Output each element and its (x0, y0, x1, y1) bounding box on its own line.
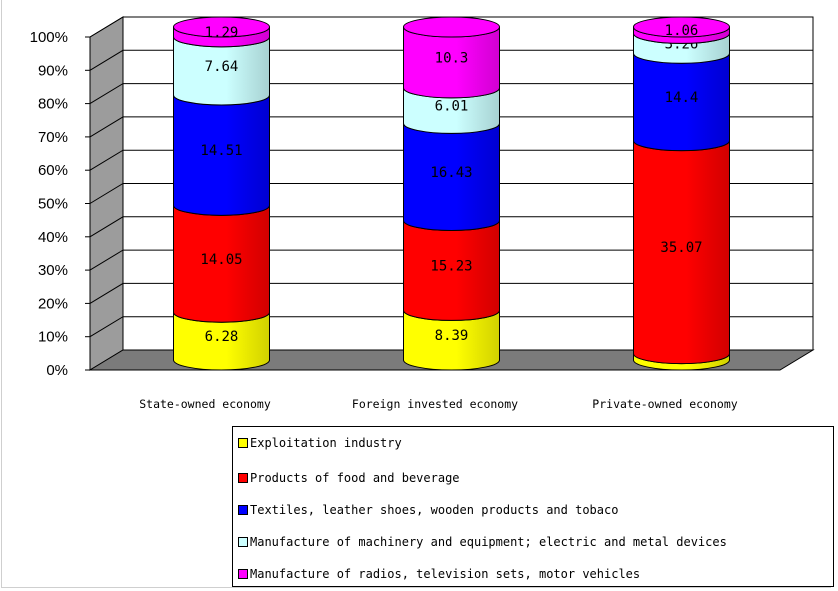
x-category-label: State-owned economy (139, 397, 271, 411)
data-label: 15.23 (430, 258, 472, 274)
cylinder-top (633, 16, 730, 38)
legend-item-exploitation: Exploitation industry (238, 434, 402, 452)
chart-legend: Exploitation industry Products of food a… (232, 426, 834, 587)
gridline (89, 149, 813, 171)
data-label: 10.3 (435, 50, 469, 66)
x-category-label: Foreign invested economy (352, 397, 518, 411)
legend-label: Exploitation industry (250, 436, 402, 450)
cylinder-top (173, 16, 270, 38)
legend-item-food-beverage: Products of food and beverage (238, 469, 460, 487)
gridline (89, 316, 813, 338)
y-tick-label: 50% (38, 196, 68, 213)
gridline (89, 116, 813, 138)
legend-item-textiles: Textiles, leather shoes, wooden products… (238, 501, 618, 519)
gridline (89, 16, 813, 38)
y-tick-label: 0% (46, 362, 68, 379)
y-tick-label: 30% (38, 262, 68, 279)
gridline (89, 216, 813, 238)
cylinder-2: 8.39 15.23 16.43 6.01 10.3 (403, 16, 500, 371)
legend-label: Products of food and beverage (250, 471, 460, 485)
cylinder-1: 6.28 14.05 14.51 7.64 1.29 (173, 16, 270, 371)
data-label: 1.29 (205, 25, 239, 41)
legend-item-machinery: Manufacture of machinery and equipment; … (238, 533, 727, 551)
cylinder-top (403, 16, 500, 38)
gridline (89, 282, 813, 304)
legend-item-radios-vehicles: Manufacture of radios, television sets, … (238, 565, 640, 583)
y-tick-label: 100% (30, 29, 68, 46)
y-tick-label: 60% (38, 162, 68, 179)
y-tick-label: 40% (38, 229, 68, 246)
y-tick-label: 10% (38, 329, 68, 346)
legend-label: Manufacture of radios, television sets, … (250, 567, 641, 581)
y-tick-label: 20% (38, 295, 68, 312)
legend-swatch (238, 569, 248, 579)
data-label: 6.01 (435, 99, 469, 115)
gridline (89, 183, 813, 204)
data-label: 35.07 (660, 240, 702, 256)
data-label: 14.05 (200, 252, 242, 268)
data-label: 7.64 (205, 59, 239, 75)
legend-label: Textiles, leather shoes, wooden products… (250, 503, 619, 517)
data-label: 16.43 (430, 165, 472, 181)
y-tick-label: 80% (38, 96, 68, 113)
legend-swatch (238, 505, 248, 515)
data-label: 1.06 (665, 23, 699, 39)
data-label: 8.39 (435, 328, 469, 344)
legend-swatch (238, 438, 248, 448)
stacked-cylinder-chart: 0% 10% 20% 30% 40% 50% 60% 70% 80% 90% 100% 6.28 14… (30, 16, 815, 411)
legend-swatch (238, 537, 248, 547)
y-tick-label: 90% (38, 62, 68, 79)
legend-label: Manufacture of machinery and equipment; … (250, 535, 727, 549)
data-label: 6.28 (205, 329, 239, 345)
data-label: 14.51 (200, 143, 242, 159)
gridline (89, 49, 813, 71)
legend-swatch (238, 473, 248, 483)
x-category-label: Private-owned economy (592, 397, 737, 411)
gridline (89, 249, 813, 271)
data-label: 14.4 (665, 90, 699, 106)
gridline (89, 83, 813, 105)
y-tick-label: 70% (38, 129, 68, 146)
